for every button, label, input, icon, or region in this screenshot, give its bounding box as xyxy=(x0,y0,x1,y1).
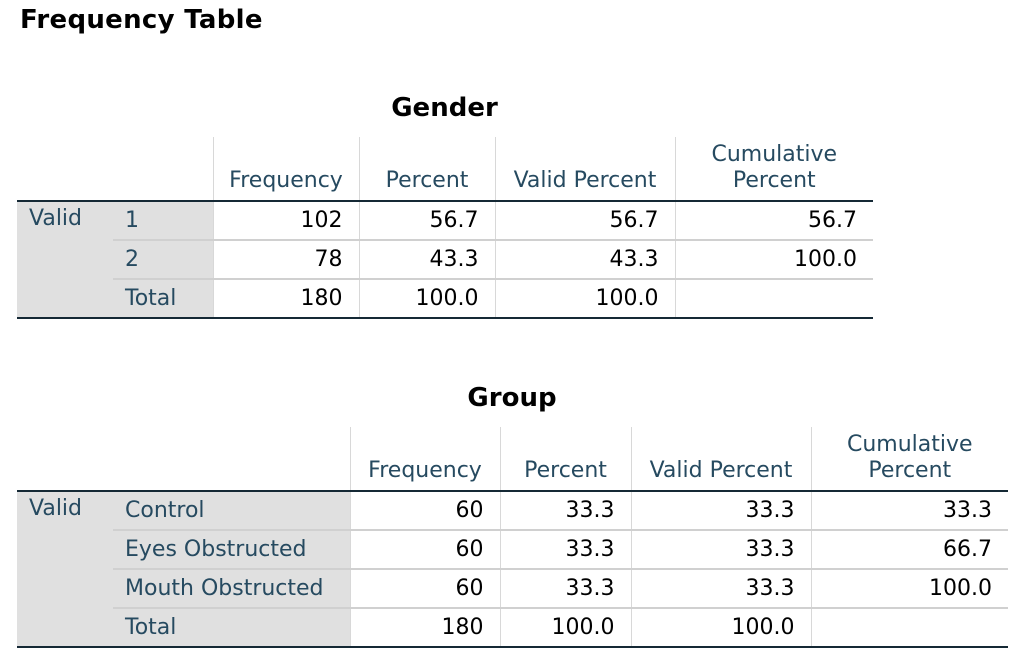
cell-valid-percent: 100.0 xyxy=(630,607,811,648)
cell-percent: 100.0 xyxy=(358,278,495,319)
cell-percent: 33.3 xyxy=(499,568,631,608)
cell-frequency: 180 xyxy=(349,607,500,648)
cell-frequency: 78 xyxy=(212,239,359,279)
cell-percent: 100.0 xyxy=(499,607,631,648)
header-frequency: Frequency xyxy=(349,427,500,491)
cell-frequency: 60 xyxy=(349,568,500,608)
header-corner xyxy=(17,427,113,491)
row-label: 1 xyxy=(113,200,213,240)
cell-cumulative-percent xyxy=(810,607,1008,648)
cell-percent: 33.3 xyxy=(499,529,631,569)
row-label: 2 xyxy=(113,239,213,279)
header-cumulative-percent: Cumulative Percent xyxy=(810,427,1008,491)
gender-frequency-table: Frequency Percent Valid Percent Cumulati… xyxy=(17,137,873,319)
header-frequency: Frequency xyxy=(212,137,359,201)
cell-frequency: 102 xyxy=(212,200,359,240)
table-row: Valid Control 60 33.3 33.3 33.3 xyxy=(17,490,1008,648)
cell-valid-percent: 100.0 xyxy=(494,278,675,319)
table-row: 2 78 43.3 43.3 100.0 xyxy=(17,239,873,279)
cell-percent: 43.3 xyxy=(358,239,495,279)
cell-valid-percent: 33.3 xyxy=(630,490,811,530)
cell-valid-percent: 33.3 xyxy=(630,529,811,569)
cell-cumulative-percent: 100.0 xyxy=(810,568,1008,608)
cell-frequency: 180 xyxy=(212,278,359,319)
header-cumulative-line1: Cumulative xyxy=(846,432,973,457)
valid-group-label: Valid xyxy=(17,490,113,648)
row-label: Control xyxy=(113,490,350,530)
table-row: Eyes Obstructed 60 33.3 33.3 66.7 xyxy=(17,529,1008,569)
header-cumulative-percent: Cumulative Percent xyxy=(674,137,873,201)
valid-group-label: Valid xyxy=(17,200,113,319)
header-valid-percent: Valid Percent xyxy=(630,427,811,491)
header-percent: Percent xyxy=(499,427,631,491)
cell-valid-percent: 56.7 xyxy=(494,200,675,240)
cell-valid-percent: 33.3 xyxy=(630,568,811,608)
cell-cumulative-percent xyxy=(674,278,873,319)
table-row: Valid 1 102 56.7 56.7 56.7 xyxy=(17,200,873,319)
cell-frequency: 60 xyxy=(349,490,500,530)
header-corner xyxy=(113,427,350,491)
table-row: Mouth Obstructed 60 33.3 33.3 100.0 xyxy=(17,568,1008,608)
cell-cumulative-percent: 56.7 xyxy=(674,200,873,240)
header-cumulative-line2: Percent xyxy=(868,458,952,483)
cell-percent: 56.7 xyxy=(358,200,495,240)
row-label: Total xyxy=(113,278,213,319)
header-cumulative-line1: Cumulative xyxy=(711,142,838,167)
row-label: Mouth Obstructed xyxy=(113,568,350,608)
row-label: Eyes Obstructed xyxy=(113,529,350,569)
header-corner xyxy=(17,137,113,201)
cell-cumulative-percent: 66.7 xyxy=(810,529,1008,569)
page-title: Frequency Table xyxy=(20,5,263,35)
cell-cumulative-percent: 33.3 xyxy=(810,490,1008,530)
header-corner xyxy=(113,137,213,201)
cell-valid-percent: 43.3 xyxy=(494,239,675,279)
group-frequency-table: Frequency Percent Valid Percent Cumulati… xyxy=(17,427,1008,648)
header-percent: Percent xyxy=(358,137,495,201)
table-row: Total 180 100.0 100.0 xyxy=(17,607,1008,648)
gender-table-title: Gender xyxy=(391,93,498,123)
cell-percent: 33.3 xyxy=(499,490,631,530)
group-table-title: Group xyxy=(467,383,557,413)
header-valid-percent: Valid Percent xyxy=(494,137,675,201)
table-row: Total 180 100.0 100.0 xyxy=(17,278,873,319)
cell-frequency: 60 xyxy=(349,529,500,569)
cell-cumulative-percent: 100.0 xyxy=(674,239,873,279)
row-label: Total xyxy=(113,607,350,648)
header-cumulative-line2: Percent xyxy=(732,168,816,193)
